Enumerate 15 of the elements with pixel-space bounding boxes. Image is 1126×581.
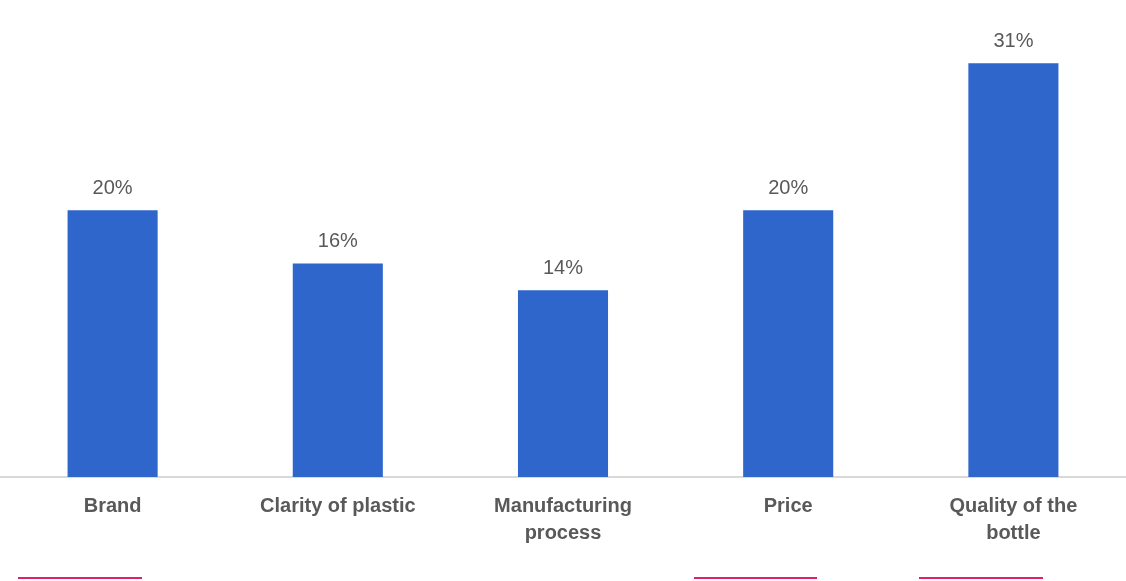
- data-label: 16%: [317, 229, 359, 252]
- x-tick-label: Quality of the bottle: [949, 494, 1078, 544]
- bar: [968, 63, 1059, 477]
- x-tick-label: Clarity of plastic: [260, 494, 416, 517]
- data-label: 20%: [92, 175, 133, 198]
- data-label: 20%: [768, 175, 809, 198]
- x-tick-label: Manufacturing process: [494, 494, 632, 544]
- data-label: 14%: [542, 255, 584, 278]
- bar: [67, 210, 158, 477]
- bar: [743, 210, 834, 477]
- x-tick-label: Price: [763, 494, 813, 517]
- bar: [292, 263, 383, 477]
- x-tick-label: Brand: [83, 494, 142, 517]
- data-label: 31%: [993, 28, 1034, 51]
- bar: [517, 290, 609, 477]
